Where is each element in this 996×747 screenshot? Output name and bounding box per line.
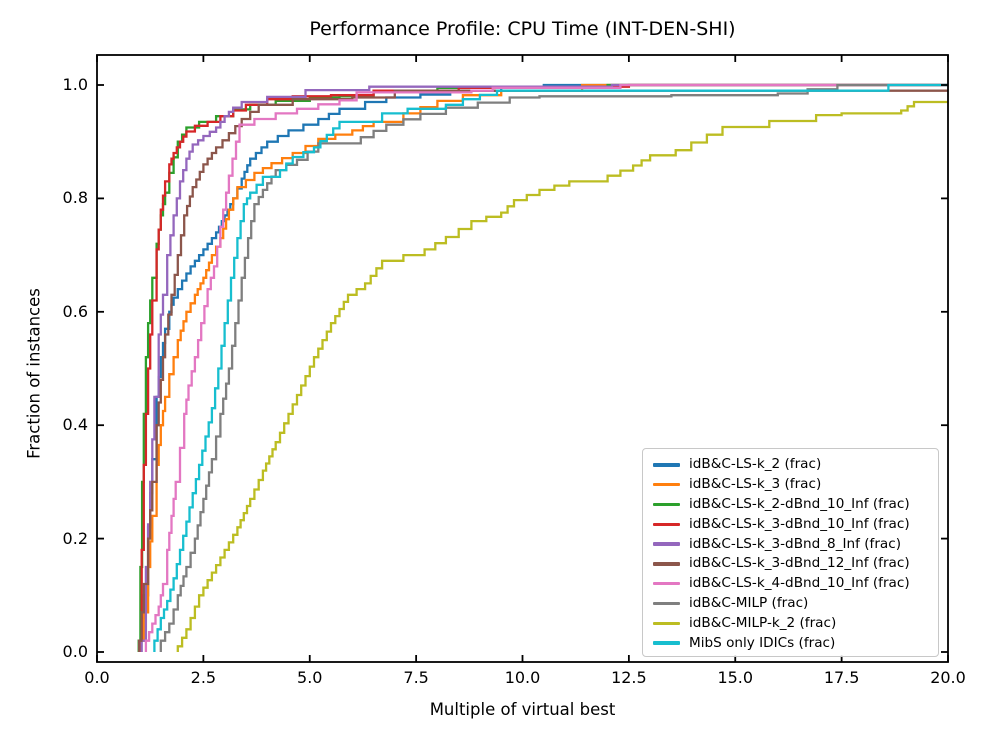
legend-label: idB&C-LS-k_3-dBnd_10_Inf (frac): [689, 515, 910, 532]
x-tick-label-15.0: 15.0: [717, 668, 754, 687]
chart-title: Performance Profile: CPU Time (INT-DEN-S…: [309, 18, 736, 40]
legend-item-6: idB&C-LS-k_3-dBnd_12_Inf (frac): [651, 554, 930, 574]
legend-label: idB&C-MILP (frac): [689, 594, 809, 611]
y-tick-label-0.4: 0.4: [62, 415, 88, 435]
x-tick-label-7.5: 7.5: [403, 668, 429, 687]
legend-item-9: idB&C-MILP-k_2 (frac): [651, 613, 930, 633]
legend-item-5: idB&C-LS-k_3-dBnd_8_Inf (frac): [651, 534, 930, 554]
legend-label: idB&C-LS-k_3-dBnd_12_Inf (frac): [689, 555, 910, 572]
legend-line-swatch: [653, 483, 680, 487]
legend-item-3: idB&C-LS-k_2-dBnd_10_Inf (frac): [651, 495, 930, 515]
x-axis-label: Multiple of virtual best: [429, 700, 616, 719]
legend-item-10: MibS only IDICs (frac): [651, 633, 930, 653]
legend-line-swatch: [653, 581, 680, 586]
legend-label: idB&C-LS-k_2 (frac): [689, 456, 822, 473]
y-axis-label: Fraction of instances: [24, 288, 44, 459]
legend-label: idB&C-LS-k_3-dBnd_8_Inf (frac): [689, 535, 902, 552]
x-tick-label-10.0: 10.0: [504, 668, 541, 687]
series-line-4: [138, 83, 948, 652]
legend-item-1: idB&C-LS-k_2 (frac): [651, 455, 930, 475]
series-line-8: [159, 83, 948, 652]
series-line-9: [176, 100, 948, 652]
x-tick-label-12.5: 12.5: [611, 668, 647, 687]
x-tick-label-20.0: 20.0: [930, 668, 966, 687]
legend-line-swatch: [653, 621, 680, 625]
legend-line-swatch: [653, 542, 680, 546]
legend-line-swatch: [653, 463, 680, 467]
x-tick-label-17.5: 17.5: [823, 668, 860, 687]
x-tick-label-5.0: 5.0: [297, 668, 323, 687]
x-tick-label-0.0: 0.0: [84, 668, 110, 687]
x-tick-label-2.5: 2.5: [190, 668, 217, 687]
legend-item-4: idB&C-LS-k_3-dBnd_10_Inf (frac): [651, 514, 930, 534]
legend: idB&C-LS-k_2 (frac) idB&C-LS-k_3 (frac) id…: [642, 448, 939, 657]
legend-item-2: idB&C-LS-k_3 (frac): [651, 475, 930, 495]
y-tick-label-1.0: 1.0: [62, 75, 88, 94]
y-tick-label-0.0: 0.0: [62, 642, 88, 661]
legend-label: idB&C-MILP-k_2 (frac): [689, 614, 837, 631]
legend-label: idB&C-LS-k_4-dBnd_10_Inf (frac): [689, 575, 910, 592]
y-tick-label-0.8: 0.8: [62, 188, 88, 208]
y-tick-label-0.6: 0.6: [62, 301, 88, 321]
legend-label: MibS only IDICs (frac): [689, 634, 836, 651]
legend-item-8: idB&C-MILP (frac): [651, 594, 930, 614]
legend-line-swatch: [653, 562, 680, 566]
legend-line-swatch: [653, 641, 680, 645]
series-line-7: [144, 83, 948, 652]
series-line-10: [153, 83, 948, 652]
legend-line-swatch: [653, 522, 680, 526]
legend-line-swatch: [653, 502, 680, 507]
legend-item-7: idB&C-LS-k_4-dBnd_10_Inf (frac): [651, 574, 930, 594]
legend-line-swatch: [653, 601, 680, 606]
legend-label: idB&C-LS-k_3 (frac): [689, 476, 822, 493]
series-line-5: [140, 83, 948, 652]
y-tick-label-0.2: 0.2: [62, 528, 88, 548]
legend-label: idB&C-LS-k_2-dBnd_10_Inf (frac): [689, 495, 910, 512]
